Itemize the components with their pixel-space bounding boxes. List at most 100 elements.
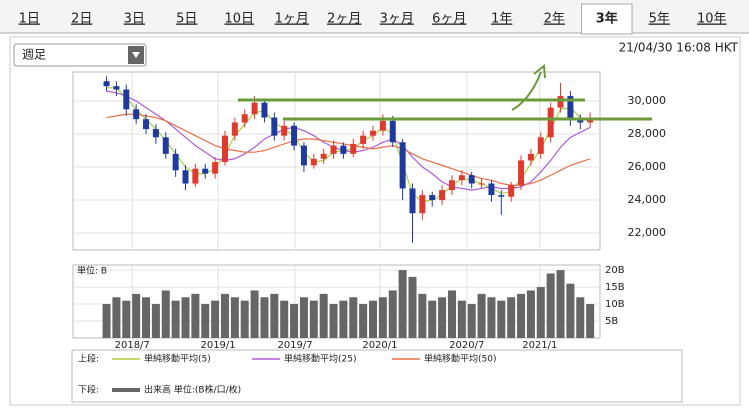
volume-bar <box>408 276 417 338</box>
candle-body <box>350 143 357 154</box>
candle-body <box>261 102 268 118</box>
tab-label[interactable]: 2日 <box>71 12 92 27</box>
candle-body <box>251 102 258 115</box>
volume-bar <box>309 300 318 338</box>
volume-bar <box>418 293 427 338</box>
tab[interactable] <box>371 4 423 32</box>
candle-body <box>518 160 525 186</box>
tab[interactable] <box>529 4 580 32</box>
volume-bar <box>299 297 308 338</box>
legend-label: 単純移動平均(5) <box>144 353 211 365</box>
candle-body <box>527 153 534 161</box>
candle-body <box>281 125 288 136</box>
volume-bar <box>102 304 111 338</box>
candle-body <box>300 145 307 166</box>
tab-label[interactable]: 5日 <box>176 12 197 27</box>
candle-body <box>202 168 209 174</box>
arrow-head <box>533 64 546 79</box>
volume-bar <box>378 297 387 338</box>
volume-bar <box>517 293 526 338</box>
tab-label[interactable]: 5年 <box>649 12 670 27</box>
volume-bar <box>536 287 545 338</box>
tab[interactable] <box>634 4 685 32</box>
tab[interactable] <box>581 3 633 35</box>
tab-label[interactable]: 3ヶ月 <box>380 12 414 27</box>
volume-tick-label: 10B <box>605 299 625 310</box>
volume-bar <box>122 300 131 338</box>
volume-bar <box>201 304 210 338</box>
candle-body <box>310 158 317 166</box>
select-arrow <box>132 52 140 58</box>
volume-bar <box>230 297 239 338</box>
candle-body <box>360 135 367 144</box>
y-tick-label: 28,000 <box>628 127 667 140</box>
volume-bar <box>319 293 328 338</box>
timestamp: 21/04/30 16:08 HKT <box>619 41 739 55</box>
tab-label[interactable]: 6ヶ月 <box>432 12 466 27</box>
candle-body <box>448 180 455 191</box>
volume-bar <box>388 290 397 338</box>
volume-bar <box>497 300 506 338</box>
volume-unit: 単位: B <box>77 265 107 277</box>
candle-body <box>537 137 544 154</box>
volume-bar <box>240 300 249 338</box>
tab[interactable] <box>109 4 160 32</box>
tab[interactable] <box>266 4 318 32</box>
legend <box>71 349 683 403</box>
candle-body <box>340 145 347 154</box>
tab[interactable] <box>424 4 475 32</box>
volume-bar <box>250 290 259 338</box>
candle-body <box>231 122 238 136</box>
candle-body <box>320 153 327 159</box>
tab-label[interactable]: 1年 <box>491 12 512 27</box>
candle-body <box>330 145 337 154</box>
candle-body <box>103 81 110 87</box>
volume-bar <box>487 297 496 338</box>
volume-bar <box>398 270 407 338</box>
candle-body <box>498 195 505 197</box>
tab[interactable] <box>476 4 528 32</box>
legend-label: 単純移動平均(25) <box>284 353 356 365</box>
period-select[interactable] <box>13 43 147 67</box>
candle-body <box>379 120 386 131</box>
tab-label[interactable]: 10日 <box>224 12 254 27</box>
candle-body <box>172 153 179 171</box>
volume-bar <box>161 290 170 338</box>
tab-label[interactable]: 2ヶ月 <box>327 12 361 27</box>
tab-label[interactable]: 2年 <box>544 12 565 27</box>
candle-body <box>241 114 248 123</box>
tab-label[interactable]: 10年 <box>697 12 727 27</box>
tab[interactable] <box>4 4 55 32</box>
volume-bar <box>447 290 456 338</box>
volume-bar <box>220 293 229 338</box>
volume-bar <box>280 300 289 338</box>
x-tick-label: 2019/7 <box>277 340 312 351</box>
x-tick-label: 2018/7 <box>115 340 150 351</box>
y-tick-label: 26,000 <box>628 160 667 173</box>
tab-label[interactable]: 1日 <box>19 12 40 27</box>
volume-bar <box>369 300 378 338</box>
volume-bar <box>566 283 575 338</box>
tab[interactable] <box>56 4 108 32</box>
period-select-label: 週足 <box>22 48 46 62</box>
y-tick-label: 24,000 <box>628 193 667 206</box>
tab[interactable] <box>214 4 265 32</box>
candle-body <box>547 107 554 138</box>
x-tick-label: 2020/1 <box>362 340 397 351</box>
volume-bar <box>191 293 200 338</box>
volume-bar <box>526 290 535 338</box>
tab-label[interactable]: 3日 <box>124 12 145 27</box>
candle-body <box>221 135 228 163</box>
lower-label: 下段: <box>78 384 99 396</box>
volume-bar <box>151 304 160 338</box>
tab-label[interactable]: 3年 <box>596 11 618 27</box>
tab-label[interactable]: 1ヶ月 <box>275 12 309 27</box>
candle-body <box>409 188 416 214</box>
tab[interactable] <box>319 4 370 32</box>
tab[interactable] <box>161 4 213 32</box>
tab[interactable] <box>686 4 738 32</box>
volume-bar <box>211 300 220 338</box>
y-tick-label: 30,000 <box>628 94 667 107</box>
candle-body <box>291 125 298 146</box>
volume-bar <box>556 270 565 338</box>
